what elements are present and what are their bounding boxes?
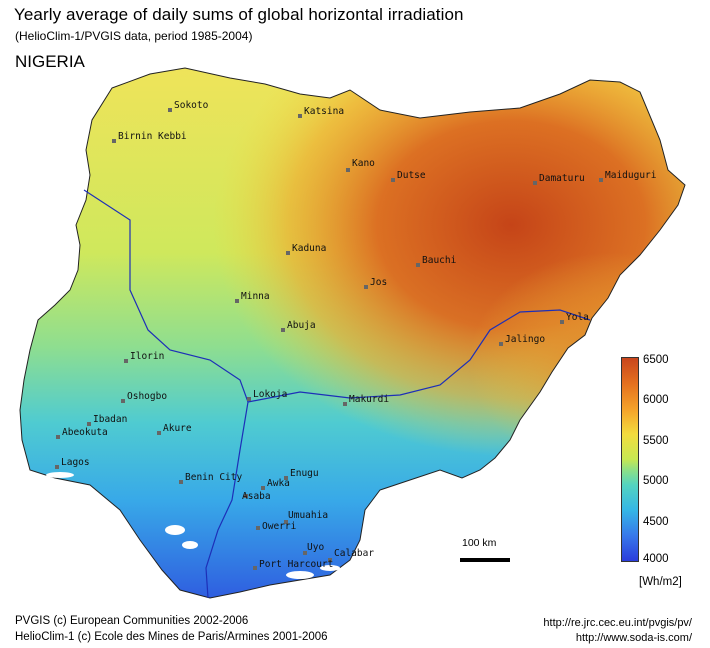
city-marker [179,480,183,484]
city-label: Damaturu [539,173,585,184]
footer-url-pvgis: http://re.jrc.cec.eu.int/pvgis/pv/ [543,617,692,629]
city-label: Umuahia [288,510,328,521]
city-marker [56,435,60,439]
city-label: Katsina [304,106,344,117]
city-marker [391,178,395,182]
city-label: Lokoja [253,389,287,400]
coastal-lagoons [46,472,340,579]
city-marker [599,178,603,182]
legend-unit: [Wh/m2] [639,576,682,588]
city-marker [499,342,503,346]
city-marker [124,359,128,363]
irradiation-raster [20,68,685,598]
city-marker [533,181,537,185]
city-marker [328,558,332,562]
city-label: Makurdi [349,394,389,405]
legend-tick: 4500 [643,516,669,528]
city-marker [364,285,368,289]
city-label: Awka [267,478,290,489]
city-marker [560,320,564,324]
city-label: Akure [163,423,192,434]
city-label: Abeokuta [62,427,108,438]
city-label: Uyo [307,542,324,553]
city-marker [284,520,288,524]
city-label: Oshogbo [127,391,167,402]
city-label: Maiduguri [605,170,657,181]
city-label: Sokoto [174,100,209,111]
city-marker [244,494,248,498]
city-marker [168,108,172,112]
city-marker [346,168,350,172]
map-title: Yearly average of daily sums of global h… [14,5,464,24]
city-label: Kaduna [292,243,326,254]
footer-credit-pvgis: PVGIS (c) European Communities 2002-2006 [15,615,249,627]
city-marker [303,551,307,555]
city-label: Yola [566,312,589,323]
city-marker [281,328,285,332]
city-label: Port Harcourt [259,559,333,570]
city-label: Dutse [397,170,426,181]
city-label: Minna [241,291,270,302]
city-marker [416,263,420,267]
city-marker [253,566,257,570]
city-marker [55,465,59,469]
map-subtitle: (HelioClim-1/PVGIS data, period 1985-200… [15,29,253,43]
legend-tick: 5500 [643,435,669,447]
city-marker [247,397,251,401]
niger-river [83,189,249,599]
city-marker [256,526,260,530]
city-marker [261,486,265,490]
city-label: Lagos [61,457,90,468]
city-marker [157,431,161,435]
city-label: Owerri [262,521,297,532]
scale-bar-label: 100 km [462,537,497,549]
legend-tick: 4000 [643,553,669,565]
city-label: Abuja [287,320,316,331]
footer-credit-helioclim: HelioClim-1 (c) Ecole des Mines de Paris… [15,631,328,643]
benue-river [247,309,591,403]
city-marker [286,251,290,255]
city-label: Enugu [290,468,319,479]
city-label: Ibadan [93,414,127,425]
city-marker [343,402,347,406]
city-markers: Sokoto Katsina Birnin Kebbi Kano Dutse Damatu… [55,100,657,570]
city-label: Asaba [242,491,271,502]
city-label: Benin City [185,472,242,483]
city-label: Jalingo [505,334,545,345]
scale-bar [460,558,510,562]
city-label: Kano [352,158,375,169]
city-label: Ilorin [130,351,164,362]
city-label: Calabar [334,548,374,559]
city-marker [112,139,116,143]
footer-url-soda: http://www.soda-is.com/ [575,632,692,644]
city-label: Jos [370,277,387,288]
city-marker [298,114,302,118]
legend-tick: 6500 [643,354,669,366]
city-marker [235,299,239,303]
country-name: NIGERIA [15,52,85,71]
city-label: Bauchi [422,255,457,266]
city-label: Birnin Kebbi [118,131,187,142]
city-marker [284,476,288,480]
legend-tick: 5000 [643,475,669,487]
city-marker [87,422,91,426]
city-marker [121,399,125,403]
legend-colorbar [621,357,639,562]
legend-tick: 6000 [643,394,669,406]
